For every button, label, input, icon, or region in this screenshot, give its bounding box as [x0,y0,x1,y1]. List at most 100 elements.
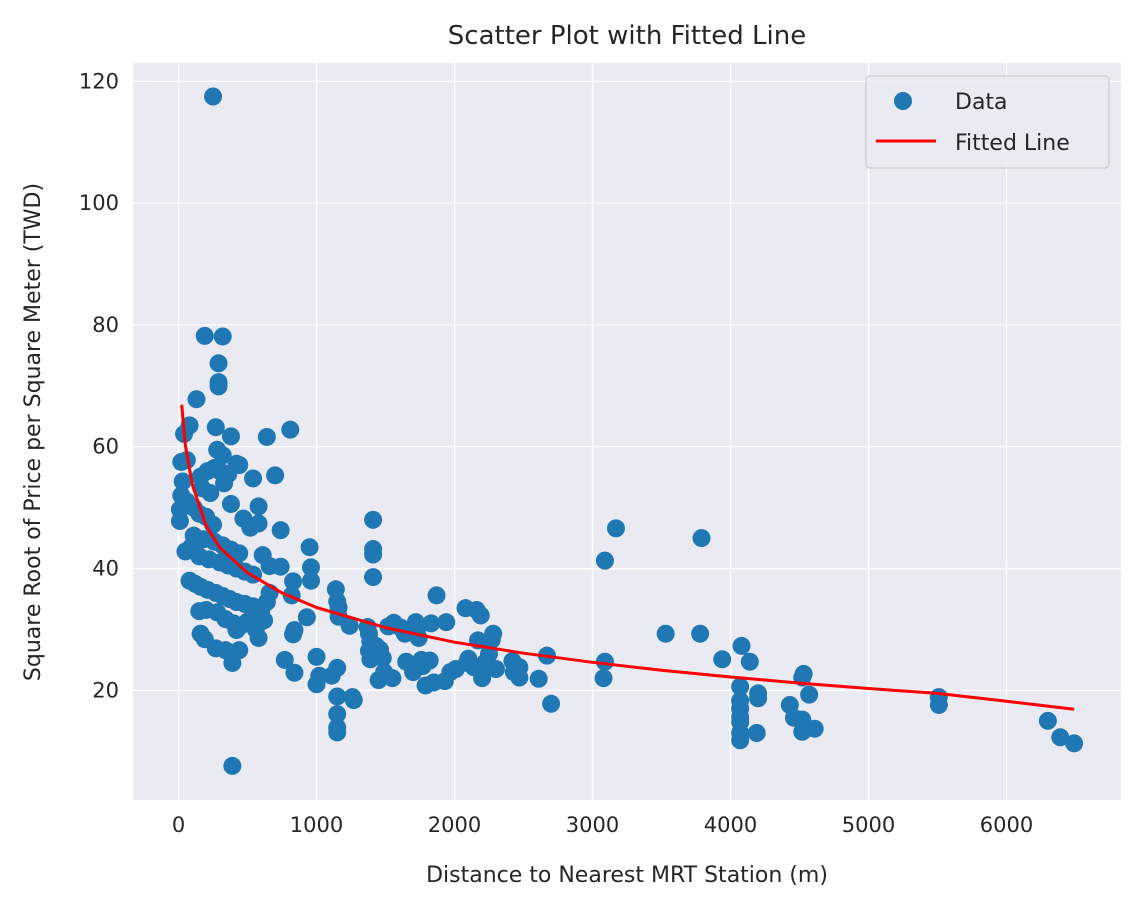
data-point [595,551,614,570]
data-point [656,624,675,643]
data-point [271,557,290,576]
data-point [340,616,359,635]
data-point [731,677,750,696]
data-point [383,669,402,688]
data-point [302,571,321,590]
data-point [805,719,824,738]
data-point [471,606,490,625]
data-point [606,519,625,538]
data-point [422,614,441,633]
fitted-line-layer [180,404,1075,711]
data-point [794,664,813,683]
data-point [187,390,206,409]
data-point [221,494,240,513]
data-point [594,669,613,688]
data-point [732,636,751,655]
data-point [409,628,428,647]
data-point [749,684,768,703]
data-point [364,510,383,529]
legend-box [865,75,1110,169]
data-point [230,641,249,660]
x-tick-label: 4000 [704,813,757,837]
x-tick-label: 0 [172,813,185,837]
data-point [427,586,446,605]
data-point [230,544,249,563]
data-point [542,694,561,713]
data-point [473,669,492,688]
data-point [215,474,234,493]
data-point [529,669,548,688]
y-tick-label: 100 [79,191,119,215]
fitted-line [180,404,1075,711]
x-tick-label: 6000 [980,813,1033,837]
legend-label-fitted-line: Fitted Line [955,131,1070,156]
data-point [364,568,383,587]
data-point [310,666,329,685]
data-point [195,326,214,345]
data-point [1051,728,1070,747]
x-tick-label: 1000 [290,813,343,837]
data-point [328,705,347,724]
y-tick-label: 120 [79,69,119,93]
data-point [300,538,319,557]
data-point [257,427,276,446]
x-tick-label: 2000 [428,813,481,837]
data-point [484,624,503,643]
data-point [213,446,232,465]
data-point [740,652,759,671]
y-tick-label: 40 [92,557,119,581]
y-tick-labels: 20 40 60 80 100 120 [79,69,119,702]
data-point [209,354,228,373]
data-point [691,624,710,643]
data-point [221,427,240,446]
data-point [204,87,223,106]
data-point [929,688,948,707]
data-point [364,540,383,559]
data-point [170,512,189,531]
data-point [328,658,347,677]
data-point [173,472,192,491]
data-point [266,466,285,485]
data-points [170,87,1084,775]
legend-marker-data [894,92,912,110]
x-tick-label: 3000 [566,813,619,837]
data-point [255,611,274,630]
data-point [595,652,614,671]
chart-title: Scatter Plot with Fitted Line [448,21,806,51]
legend-label-data: Data [955,90,1008,115]
data-point [747,724,766,742]
data-point [297,608,316,627]
data-point [307,647,326,666]
data-point [285,621,304,640]
data-point [510,658,529,677]
data-point [344,691,363,710]
data-point [328,687,347,706]
y-tick-label: 60 [92,435,119,459]
data-point [437,613,456,632]
legend: Data Fitted Line [865,75,1110,169]
data-point [1038,711,1057,730]
data-point [800,685,819,704]
data-point [328,723,347,742]
data-point [271,521,290,540]
data-point [281,420,300,439]
data-point [486,660,505,679]
data-point [713,650,732,669]
data-point [249,497,268,516]
y-tick-label: 20 [92,678,119,702]
data-point [373,649,392,668]
data-point [249,628,268,647]
x-tick-labels: 0 1000 2000 3000 4000 5000 6000 [172,813,1033,837]
data-point [223,756,242,775]
data-point [692,529,711,548]
data-point [206,418,225,437]
data-point [731,691,750,710]
data-point [285,663,304,682]
data-point [209,377,228,396]
data-point [244,469,263,488]
y-axis-title: Square Root of Price per Square Meter (T… [21,183,46,681]
data-point [1065,734,1084,753]
data-point [284,572,303,591]
data-point [275,650,294,669]
